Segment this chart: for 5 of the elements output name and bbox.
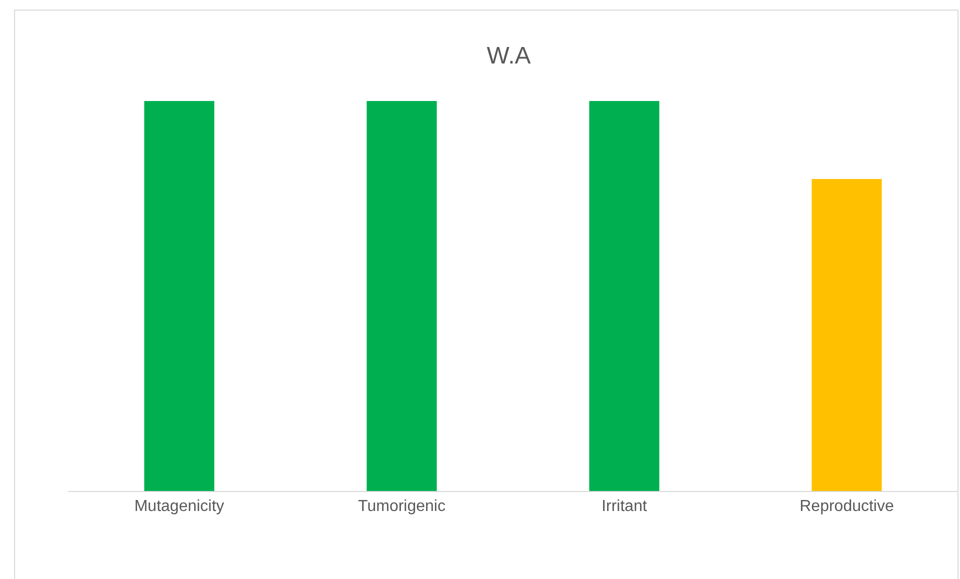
x-tick-label: Mutagenicity [134,498,224,516]
x-tick-label: Tumorigenic [358,498,446,516]
chart-title: W.A [486,42,531,70]
x-tick-label: Reproductive [800,498,894,516]
x-tick-label: Irritant [602,498,648,516]
